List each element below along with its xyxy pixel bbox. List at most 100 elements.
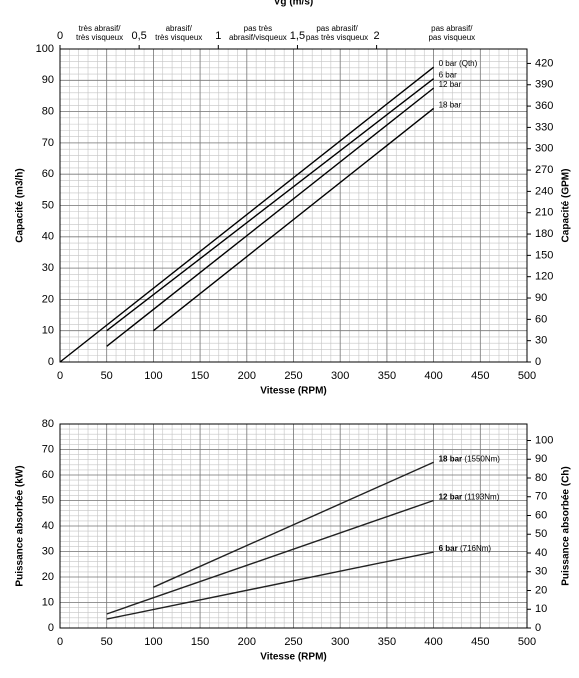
x-tick-label: 350 — [378, 636, 396, 648]
series-line — [59, 66, 435, 363]
y2-tick-label: 80 — [535, 472, 547, 484]
x-tick-label: 300 — [331, 370, 349, 382]
x-tick-label: 400 — [424, 370, 442, 382]
x-tick-label: 400 — [424, 636, 442, 648]
y2-tick-label: 0 — [535, 622, 541, 634]
y-tick-label: 90 — [42, 74, 54, 86]
y2-tick-label: 20 — [535, 584, 547, 596]
y-tick-label: 60 — [42, 469, 54, 481]
x2-tick-label: 0,5 — [132, 30, 147, 42]
series-line — [106, 78, 435, 332]
y2-tick-label: 330 — [535, 121, 553, 133]
series-line — [152, 107, 435, 332]
y2-tick-label: 60 — [535, 509, 547, 521]
y-tick-label: 80 — [42, 106, 54, 118]
y-tick-label: 70 — [42, 137, 54, 149]
y2-tick-label: 360 — [535, 100, 553, 112]
series-line — [106, 499, 434, 615]
plot-frame — [59, 48, 528, 363]
zone-label: pas très visqueux — [306, 33, 368, 42]
y2-tick-label: 10 — [535, 603, 547, 615]
series-line — [153, 461, 434, 588]
x-tick-label: 50 — [101, 636, 113, 648]
y2-tick-label: 90 — [535, 453, 547, 465]
x-tick-label: 150 — [191, 370, 209, 382]
plot-frame — [59, 423, 528, 629]
series-name: 12 bar — [439, 80, 462, 89]
series-name: 6 bar — [439, 544, 458, 553]
zone-label: pas abrasif/ — [431, 24, 473, 33]
x-tick-label: 200 — [238, 370, 256, 382]
y-tick-label: 10 — [42, 325, 54, 337]
series-label: 18 bar — [439, 101, 462, 110]
series-torque: (1550Nm) — [464, 454, 500, 463]
y2-tick-label: 30 — [535, 335, 547, 347]
series-name: 12 bar — [439, 493, 463, 502]
y-tick-label: 40 — [42, 520, 54, 532]
y2-tick-label: 300 — [535, 143, 553, 155]
series-torque: (1193Nm) — [464, 493, 499, 502]
y2-tick-label: 420 — [535, 57, 553, 69]
y-tick-label: 30 — [42, 545, 54, 557]
y2-tick-label: 270 — [535, 164, 553, 176]
y-tick-label: 10 — [42, 596, 54, 608]
y2-tick-label: 90 — [535, 292, 547, 304]
series-name: 6 bar — [439, 71, 458, 80]
y2-tick-label: 100 — [535, 434, 553, 446]
zone-label: abrasif/visqueux — [229, 33, 287, 42]
y-tick-label: 80 — [42, 418, 54, 430]
x-tick-label: 350 — [378, 370, 396, 382]
series-label: 12 bar (1193Nm) — [439, 493, 500, 502]
y2-tick-label: 120 — [535, 271, 553, 283]
x-tick-label: 500 — [518, 636, 536, 648]
y2-tick-label: 0 — [535, 356, 541, 368]
y-tick-label: 20 — [42, 293, 54, 305]
y-tick-label: 20 — [42, 571, 54, 583]
series-label: 6 bar — [439, 71, 458, 80]
series-label: 18 bar (1550Nm) — [439, 454, 501, 463]
y-axis-title: Puissance absorbée (kW) — [15, 465, 26, 586]
y-tick-label: 30 — [42, 262, 54, 274]
y-axis-title: Capacité (m3/h) — [15, 168, 26, 242]
x-axis-title: Vitesse (RPM) — [260, 386, 327, 397]
x2-axis-title: Vg (m/s) — [274, 0, 313, 8]
series-torque: (716Nm) — [460, 544, 491, 553]
x2-tick-label: 1 — [215, 30, 221, 42]
x-tick-label: 500 — [518, 370, 536, 382]
y-tick-label: 0 — [48, 622, 54, 634]
series-label: 12 bar — [439, 80, 462, 89]
x-tick-label: 450 — [471, 370, 489, 382]
zone-label: très visqueux — [155, 33, 202, 42]
x-tick-label: 100 — [144, 370, 162, 382]
series-name: 18 bar — [439, 454, 463, 463]
y2-tick-label: 30 — [535, 566, 547, 578]
x-tick-label: 200 — [238, 636, 256, 648]
series-line — [106, 87, 435, 347]
x-tick-label: 300 — [331, 636, 349, 648]
y2-tick-label: 40 — [535, 547, 547, 559]
zone-label: très visqueux — [76, 33, 123, 42]
y2-axis-title: Puissance absorbée (Ch) — [561, 466, 572, 585]
x2-tick-label: 1,5 — [290, 30, 305, 42]
y2-tick-label: 180 — [535, 228, 553, 240]
zone-label: pas très — [244, 24, 272, 33]
series-label: 6 bar (716Nm) — [439, 544, 492, 553]
x-tick-label: 250 — [284, 370, 302, 382]
y2-tick-label: 210 — [535, 207, 553, 219]
y-tick-label: 0 — [48, 356, 54, 368]
zone-label: pas abrasif/ — [316, 24, 358, 33]
y-tick-label: 40 — [42, 231, 54, 243]
x-tick-label: 250 — [284, 636, 302, 648]
y2-tick-label: 390 — [535, 79, 553, 91]
zone-label: abrasif/ — [166, 24, 193, 33]
y2-tick-label: 70 — [535, 491, 547, 503]
y2-tick-label: 240 — [535, 185, 553, 197]
x-tick-label: 50 — [101, 370, 113, 382]
x-axis-title: Vitesse (RPM) — [260, 652, 327, 663]
y2-axis-title: Capacité (GPM) — [561, 169, 572, 243]
y2-tick-label: 50 — [535, 528, 547, 540]
y-tick-label: 60 — [42, 168, 54, 180]
x2-tick-label: 2 — [374, 30, 380, 42]
series-label: 0 bar (Qth) — [439, 59, 478, 68]
